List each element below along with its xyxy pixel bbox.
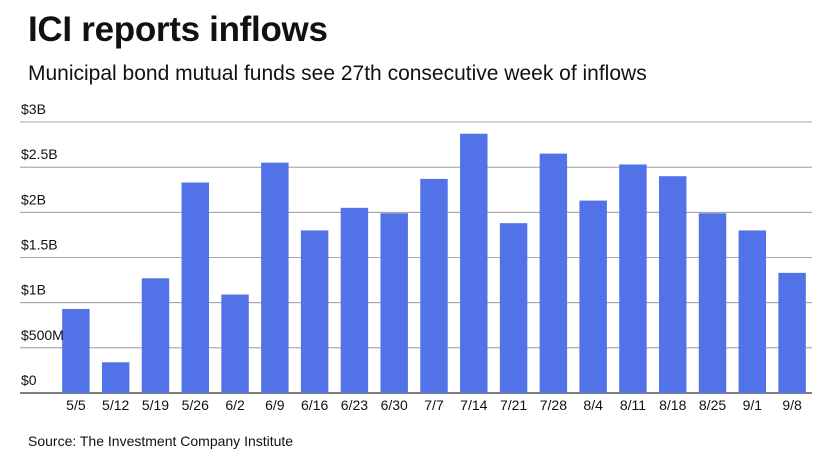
x-tick-label: 7/28 [540,397,567,413]
bar [420,178,448,393]
bar [261,162,289,393]
bar [778,272,806,393]
y-tick-label: $2B [21,191,46,207]
x-tick-label: 5/5 [66,397,86,413]
x-tick-label: 7/21 [500,397,527,413]
bar [181,182,209,393]
bar [460,133,488,393]
bar [300,230,329,393]
bar [539,153,568,393]
y-tick-label: $1.5B [21,237,58,253]
y-tick-label: $500M [21,327,64,343]
y-tick-label: $0 [21,372,37,388]
x-axis-ticks: 5/5 5/12 5/19 5/26 6/2 6/9 6/16 6/23 6/30 7/7 7/14… [66,397,802,413]
bar [221,294,249,393]
x-tick-label: 7/7 [424,397,444,413]
bar [380,213,408,393]
x-tick-label: 9/8 [782,397,802,413]
y-tick-label: $3B [21,101,46,117]
x-tick-label: 9/1 [743,397,763,413]
x-tick-label: 5/26 [182,397,209,413]
chart-subtitle: Municipal bond mutual funds see 27th con… [28,62,647,85]
grid-lines [20,121,812,394]
x-tick-label: 6/2 [225,397,245,413]
bar [698,213,727,393]
bar [340,207,369,393]
source-note: Source: The Investment Company Institute [28,433,294,449]
x-tick-label: 8/25 [699,397,726,413]
bar [619,164,647,393]
y-tick-label: $2.5B [21,146,58,162]
y-tick-label: $1B [21,282,46,298]
x-tick-label: 5/19 [142,397,169,413]
bar [141,278,170,393]
x-tick-label: 5/12 [102,397,129,413]
x-tick-label: 6/16 [301,397,328,413]
bar [101,362,130,393]
y-axis-ticks: $0 $500M $1B $1.5B $2B $2.5B $3B [21,101,64,388]
bar [738,230,767,393]
x-tick-label: 6/23 [341,397,368,413]
x-tick-label: 6/30 [381,397,408,413]
bar [579,200,607,393]
x-tick-label: 7/14 [460,397,487,413]
x-tick-label: 6/9 [265,397,285,413]
chart-title: ICI reports inflows [28,10,328,49]
bar [62,308,90,393]
x-tick-label: 8/18 [659,397,686,413]
bar [499,223,528,393]
bars [62,133,806,393]
bar [659,176,687,393]
x-tick-label: 8/11 [620,397,646,413]
x-tick-label: 8/4 [583,397,603,413]
